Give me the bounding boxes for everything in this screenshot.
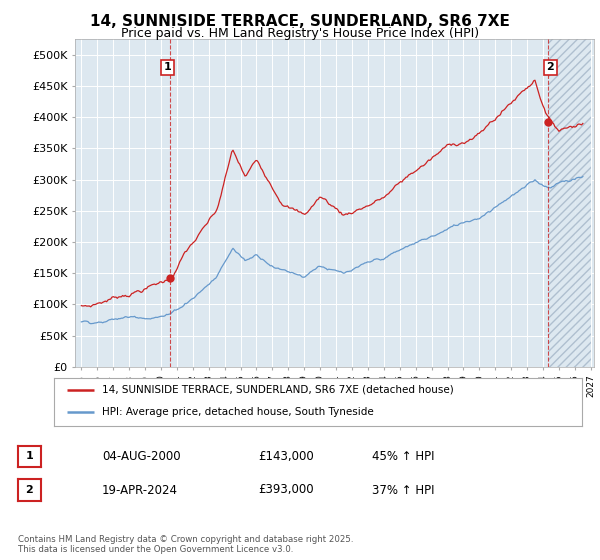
Text: 37% ↑ HPI: 37% ↑ HPI [372, 483, 434, 497]
Text: 04-AUG-2000: 04-AUG-2000 [102, 450, 181, 463]
Text: 2: 2 [547, 62, 554, 72]
Text: 2: 2 [26, 485, 33, 495]
Text: 1: 1 [164, 62, 172, 72]
Bar [548, 39, 591, 367]
Text: 1: 1 [26, 451, 33, 461]
Text: £393,000: £393,000 [258, 483, 314, 497]
Text: HPI: Average price, detached house, South Tyneside: HPI: Average price, detached house, Sout… [101, 407, 373, 417]
Text: 14, SUNNISIDE TERRACE, SUNDERLAND, SR6 7XE (detached house): 14, SUNNISIDE TERRACE, SUNDERLAND, SR6 7… [101, 385, 453, 395]
Text: 19-APR-2024: 19-APR-2024 [102, 483, 178, 497]
Text: 14, SUNNISIDE TERRACE, SUNDERLAND, SR6 7XE: 14, SUNNISIDE TERRACE, SUNDERLAND, SR6 7… [90, 14, 510, 29]
Text: 45% ↑ HPI: 45% ↑ HPI [372, 450, 434, 463]
Text: £143,000: £143,000 [258, 450, 314, 463]
Text: Contains HM Land Registry data © Crown copyright and database right 2025.
This d: Contains HM Land Registry data © Crown c… [18, 535, 353, 554]
Text: Price paid vs. HM Land Registry's House Price Index (HPI): Price paid vs. HM Land Registry's House … [121, 27, 479, 40]
